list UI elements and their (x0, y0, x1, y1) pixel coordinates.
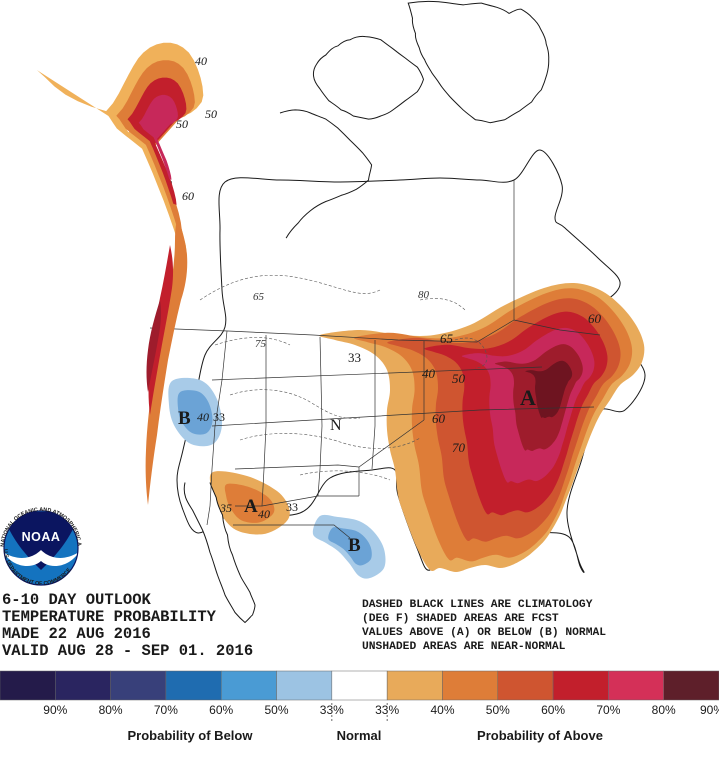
svg-text:VALUES ABOVE (A) OR BELOW (B): VALUES ABOVE (A) OR BELOW (B) NORMAL (362, 627, 606, 639)
svg-text:B: B (178, 408, 191, 429)
svg-text:Probability of Below: Probability of Below (128, 728, 254, 743)
svg-text:6-10 DAY OUTLOOK: 6-10 DAY OUTLOOK (2, 591, 152, 609)
svg-text:VALID AUG 28 - SEP 01. 2016: VALID AUG 28 - SEP 01. 2016 (2, 642, 253, 660)
svg-text:60%: 60% (209, 703, 233, 717)
svg-text:35: 35 (219, 501, 232, 515)
svg-text:50: 50 (452, 371, 466, 386)
svg-text:90%: 90% (700, 703, 719, 717)
svg-text:MADE 22 AUG 2016: MADE 22 AUG 2016 (2, 625, 151, 643)
svg-text:90%: 90% (43, 703, 67, 717)
svg-text:50%: 50% (486, 703, 510, 717)
svg-text:60%: 60% (541, 703, 565, 717)
svg-text:80%: 80% (99, 703, 123, 717)
svg-text:40: 40 (422, 366, 436, 381)
svg-text:40: 40 (258, 507, 270, 521)
svg-text:50: 50 (205, 107, 217, 121)
svg-text:33: 33 (213, 410, 225, 424)
svg-text:A: A (244, 496, 258, 517)
svg-text:50%: 50% (264, 703, 288, 717)
svg-text:70: 70 (452, 440, 466, 455)
svg-text:40: 40 (195, 54, 207, 68)
svg-text:33: 33 (348, 350, 361, 365)
svg-text:DASHED BLACK LINES ARE CLIMATO: DASHED BLACK LINES ARE CLIMATOLOGY (362, 599, 593, 611)
svg-text:40%: 40% (430, 703, 454, 717)
svg-text:65: 65 (253, 291, 265, 303)
svg-text:40: 40 (197, 410, 209, 424)
svg-text:33%: 33% (320, 703, 344, 717)
svg-text:Normal: Normal (337, 728, 382, 743)
svg-text:(DEG F) SHADED AREAS ARE FCST: (DEG F) SHADED AREAS ARE FCST (362, 613, 559, 625)
svg-text:A: A (520, 385, 536, 410)
svg-text:NOAA: NOAA (22, 530, 61, 544)
svg-text:TEMPERATURE PROBABILITY: TEMPERATURE PROBABILITY (2, 608, 217, 626)
svg-text:33: 33 (286, 500, 298, 514)
svg-text:60: 60 (588, 311, 602, 326)
svg-text:65: 65 (440, 331, 454, 346)
svg-text:33%: 33% (375, 703, 399, 717)
svg-text:N: N (330, 417, 342, 434)
svg-text:70%: 70% (154, 703, 178, 717)
svg-text:60: 60 (432, 411, 446, 426)
svg-text:80: 80 (418, 289, 430, 301)
svg-text:UNSHADED AREAS ARE NEAR-NORMAL: UNSHADED AREAS ARE NEAR-NORMAL (362, 641, 566, 653)
svg-text:Probability of Above: Probability of Above (477, 728, 603, 743)
svg-text:B: B (348, 535, 361, 556)
svg-text:70%: 70% (596, 703, 620, 717)
svg-text:80%: 80% (652, 703, 676, 717)
svg-text:75: 75 (255, 338, 267, 350)
svg-text:60: 60 (182, 189, 194, 203)
